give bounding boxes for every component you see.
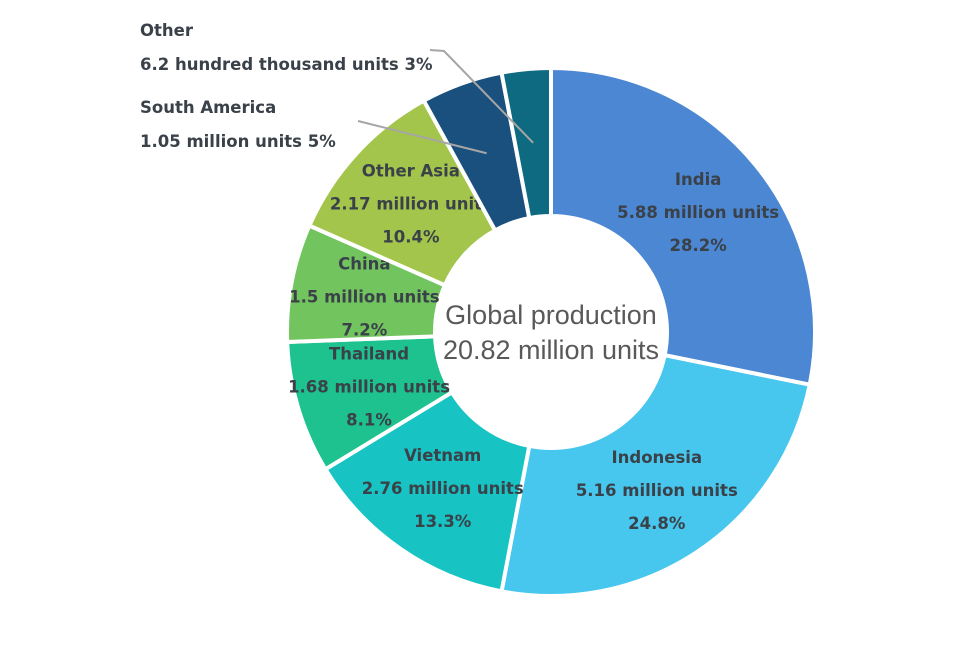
label-other-pct: 3% [404,55,433,74]
leader-line-south-america [357,120,487,155]
label-other-name: Other [140,21,193,40]
label-other: Other 6.2 hundred thousand units 3% [140,14,433,82]
slice-indonesia [499,352,813,598]
leader-line-other [429,49,534,144]
label-other-value: 6.2 hundred thousand units 3% [140,48,433,82]
label-south-america: South America 1.05 million units 5% [140,91,336,159]
slice-label-vietnam: Vietnam 2.76 million units 13.3% [362,446,524,531]
label-south-america-name: South America [140,98,277,117]
label-south-america-value: 1.05 million units 5% [140,125,336,159]
label-other-units: 6.2 hundred thousand units [140,55,399,74]
slice-other [499,65,553,221]
slice-label-other-asia: Other Asia 2.17 million units 10.4% [330,162,492,247]
slice-india [549,65,817,388]
slice-label-thailand: Thailand 1.68 million units 8.1% [288,345,450,430]
slice-label-indonesia: Indonesia 5.16 million units 24.8% [576,448,738,533]
slice-label-china: China 1.5 million units 7.2% [289,254,440,339]
label-south-america-units: 1.05 million units [140,132,302,151]
slice-label-india: India 5.88 million units 28.2% [617,170,779,255]
label-south-america-pct: 5% [307,132,336,151]
slice-vietnam [322,389,532,594]
